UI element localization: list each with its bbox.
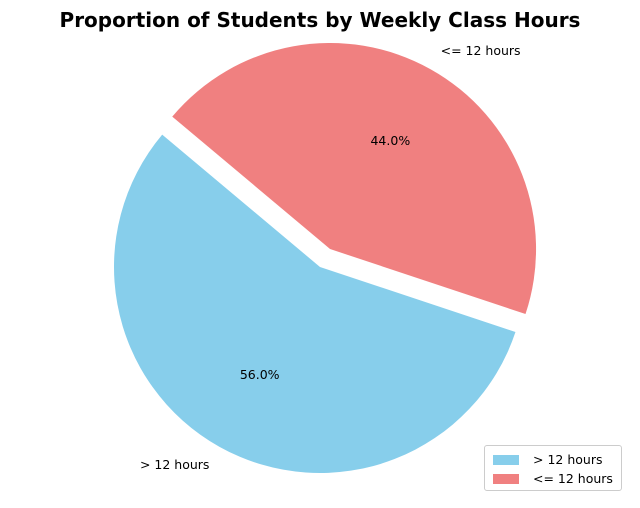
pie-percent-label-1: 44.0% xyxy=(370,133,410,148)
legend-item-under-12: <= 12 hours xyxy=(493,469,613,488)
pie-category-label-0: > 12 hours xyxy=(140,457,209,472)
chart-title: Proportion of Students by Weekly Class H… xyxy=(60,8,581,32)
pie-slices xyxy=(114,43,537,473)
legend: > 12 hours <= 12 hours xyxy=(484,445,622,491)
pie-labels: 56.0% > 12 hours 44.0% <= 12 hours xyxy=(140,43,521,472)
legend-item-over-12: > 12 hours xyxy=(493,450,613,469)
pie-percent-label-0: 56.0% xyxy=(240,367,280,382)
pie-category-label-1: <= 12 hours xyxy=(441,43,521,58)
pie-slice-1 xyxy=(172,43,537,315)
legend-label-over-12: > 12 hours xyxy=(533,452,603,467)
pie-slice-0 xyxy=(114,134,516,473)
legend-swatch-over-12 xyxy=(493,454,519,465)
legend-label-under-12: <= 12 hours xyxy=(533,471,613,486)
legend-swatch-under-12 xyxy=(493,473,519,484)
